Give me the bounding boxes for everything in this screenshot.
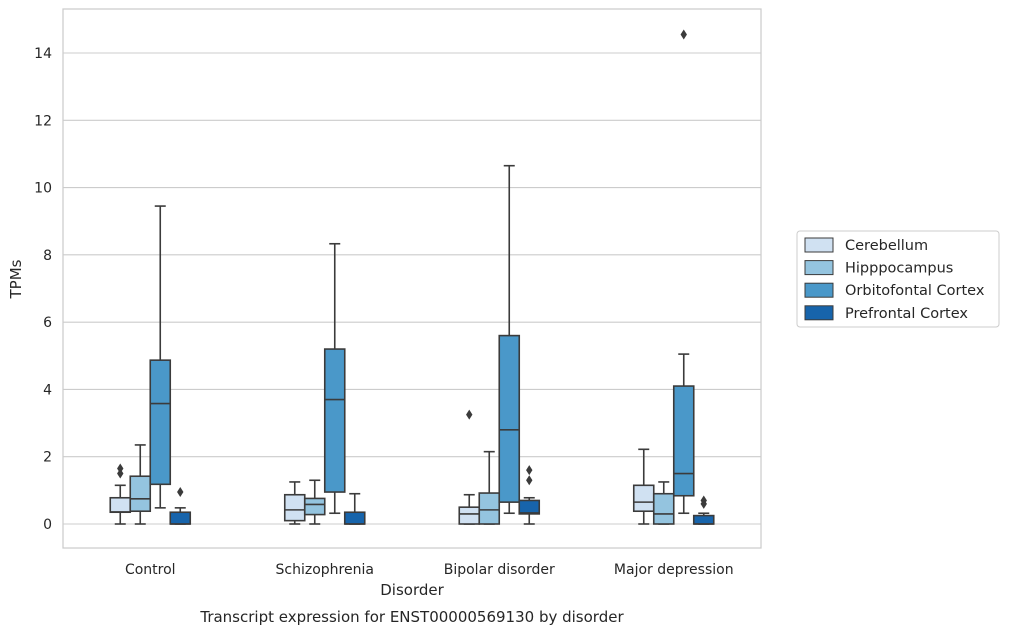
y-tick-label: 4 (43, 382, 52, 398)
box (498, 334, 521, 503)
outlier-marker (526, 465, 533, 476)
outlier-marker (700, 495, 707, 506)
box (129, 475, 152, 513)
outlier-marker (526, 475, 533, 486)
legend-label: Cerebellum (845, 238, 928, 254)
legend: Cerebellum Hipppocampus Orbitofontal Corte… (796, 230, 1000, 328)
box (343, 511, 366, 525)
x-tick-label: Major depression (614, 562, 734, 578)
box (109, 496, 132, 514)
x-tick-label: Control (125, 562, 176, 578)
outlier-marker (177, 487, 184, 498)
plot-border (62, 8, 762, 549)
outlier-marker (466, 409, 473, 420)
legend-label: Prefrontal Cortex (845, 306, 968, 322)
y-tick-label: 2 (43, 450, 52, 466)
x-tick-label: Bipolar disorder (444, 562, 555, 578)
plot-area (63, 9, 761, 548)
x-axis-title: Disorder (380, 581, 444, 599)
box (169, 511, 192, 525)
box (458, 506, 481, 525)
x-tick-label: Schizophrenia (276, 562, 374, 578)
boxes-layer (109, 29, 715, 525)
y-tick-label: 8 (43, 248, 52, 264)
outlier-marker (117, 468, 124, 479)
y-tick-labels: 0 2 4 6 8 10 12 14 (34, 46, 52, 533)
box (283, 493, 306, 522)
legend-swatch (804, 237, 834, 253)
box (518, 499, 541, 515)
y-tick-label: 14 (34, 46, 52, 62)
legend-swatch (804, 305, 834, 321)
outlier-marker (680, 29, 687, 40)
box (303, 497, 326, 516)
y-tick-label: 12 (34, 113, 52, 129)
box (149, 359, 172, 486)
legend-frame (796, 230, 1000, 328)
box (692, 514, 715, 525)
y-tick-label: 6 (43, 315, 52, 331)
box (652, 492, 675, 525)
legend-items: Cerebellum Hipppocampus Orbitofontal Corte… (804, 237, 985, 322)
legend-label: Hipppocampus (845, 261, 953, 277)
x-tick-labels: Control Schizophrenia Bipolar disorder Majo… (125, 562, 734, 578)
box (632, 484, 655, 513)
legend-label: Orbitofontal Cortex (845, 283, 985, 299)
y-axis-title: TPMs (7, 259, 25, 299)
chart-title: Transcript expression for ENST0000056913… (199, 608, 624, 626)
box (672, 385, 695, 497)
box (323, 348, 346, 493)
y-tick-label: 0 (43, 517, 52, 533)
box (478, 492, 501, 525)
outlier-marker (117, 463, 124, 474)
legend-swatch (804, 260, 834, 276)
legend-swatch (804, 282, 834, 298)
y-tick-label: 10 (34, 181, 52, 197)
